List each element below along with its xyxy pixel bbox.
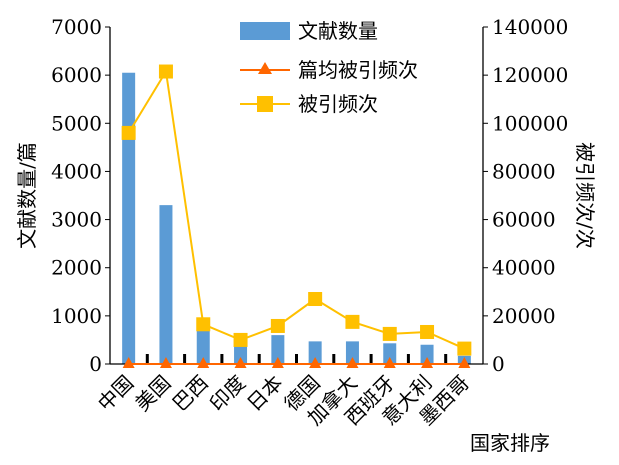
data-point-triangle — [234, 357, 247, 368]
y2-tick-label: 120000 — [492, 63, 568, 87]
bar — [159, 205, 173, 364]
bar — [420, 344, 434, 364]
y2-tick-label: 40000 — [492, 256, 556, 280]
data-point-square — [308, 292, 323, 307]
y2-axis-title: 被引频次/次 — [573, 142, 597, 249]
y-tick-label: 0 — [89, 352, 102, 376]
x-tick — [183, 354, 187, 364]
data-point-triangle — [346, 357, 359, 368]
y2-tick-label: 60000 — [492, 208, 556, 232]
legend-marker-square — [257, 96, 273, 112]
bars-layer — [122, 72, 471, 364]
x-tick-label: 中国 — [93, 371, 138, 416]
data-point-square — [196, 317, 211, 332]
x-axis-title: 国家排序 — [470, 431, 550, 455]
y-tick-label: 3000 — [51, 208, 102, 232]
data-point-square — [382, 326, 397, 341]
data-point-triangle — [309, 357, 322, 368]
bar — [345, 341, 359, 364]
y-axis-title: 文献数量/篇 — [15, 142, 39, 249]
data-point-triangle — [122, 357, 135, 368]
x-tick — [257, 354, 261, 364]
series-line — [127, 68, 465, 350]
y2-tick-label: 20000 — [492, 304, 556, 328]
legend-label: 篇均被引频次 — [298, 58, 418, 82]
data-point-square — [270, 318, 285, 333]
bar — [383, 343, 397, 364]
data-point-triangle — [271, 357, 284, 368]
legend-label: 被引频次 — [298, 92, 378, 116]
x-tick — [332, 354, 336, 364]
data-point-square — [457, 341, 472, 356]
data-point-triangle — [197, 357, 210, 368]
data-point-square — [420, 324, 435, 339]
x-tick-label: 美国 — [130, 371, 175, 416]
bar — [308, 341, 322, 364]
legend-swatch-bar — [240, 22, 290, 40]
y-tick-label: 2000 — [51, 256, 102, 280]
legend-label: 文献数量 — [298, 19, 378, 43]
y-tick-label: 4000 — [51, 159, 102, 183]
x-tick-label: 日本 — [242, 371, 287, 416]
bar — [271, 335, 285, 364]
data-point-triangle — [458, 357, 471, 368]
x-tick — [444, 354, 448, 364]
x-tick — [220, 354, 224, 364]
y2-tick-label: 100000 — [492, 111, 568, 135]
lines-layer — [121, 64, 472, 368]
y2-tick-label: 140000 — [492, 15, 568, 39]
bar — [196, 329, 210, 364]
data-point-square — [158, 64, 173, 79]
x-tick — [145, 354, 149, 364]
y-tick-label: 7000 — [51, 15, 102, 39]
y2-tick-label: 80000 — [492, 159, 556, 183]
axes-layer: 0 1000 2000 3000 4000 5000 6000 7000 0 20000 40000… — [51, 15, 568, 376]
data-point-triangle — [421, 357, 434, 368]
bar — [122, 72, 136, 364]
data-point-square — [121, 125, 136, 140]
data-point-square — [233, 332, 248, 347]
legend-marker-triangle — [258, 62, 272, 74]
x-tick — [406, 354, 410, 364]
data-point-triangle — [383, 357, 396, 368]
y-tick-label: 6000 — [51, 63, 102, 87]
x-tick — [295, 354, 298, 364]
y-tick-label: 5000 — [51, 111, 102, 135]
x-tick-label: 印度 — [205, 371, 250, 416]
data-point-triangle — [159, 357, 172, 368]
x-tick — [369, 354, 373, 364]
x-tick-label: 巴西 — [168, 371, 213, 416]
y2-tick-label: 0 — [492, 352, 505, 376]
y-tick-label: 1000 — [51, 304, 102, 328]
data-point-square — [345, 314, 360, 329]
bar — [234, 344, 248, 364]
